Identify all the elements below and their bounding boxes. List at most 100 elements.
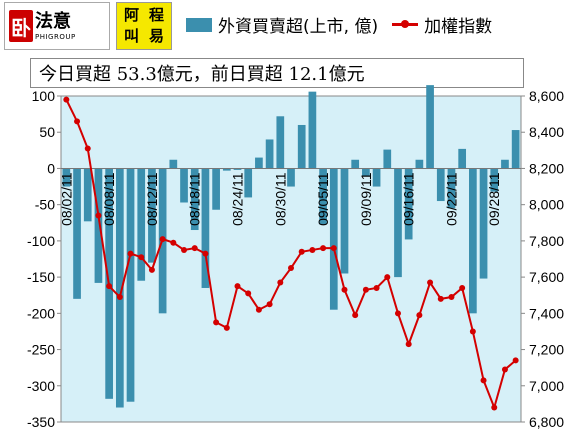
index-point — [384, 274, 391, 281]
bar — [479, 168, 488, 279]
bar — [265, 139, 274, 169]
index-point — [170, 239, 177, 246]
index-point — [362, 286, 369, 293]
right-tick-label: 7,600 — [529, 269, 564, 285]
index-point — [330, 245, 337, 252]
left-tick-label: 100 — [32, 88, 56, 104]
index-point — [245, 290, 252, 297]
left-tick-label: -200 — [27, 305, 55, 321]
x-tick-label: 08/18/11 — [187, 172, 203, 226]
chart-legend: 外資買賣超(上市, 億) 加權指數 — [186, 12, 492, 37]
x-tick-label: 09/09/11 — [358, 172, 374, 226]
right-tick-label: 8,200 — [529, 160, 564, 176]
bar — [469, 168, 477, 314]
index-point — [116, 294, 123, 301]
bar — [415, 159, 424, 169]
right-tick-label: 8,600 — [529, 88, 564, 104]
index-point — [309, 246, 316, 253]
index-point — [320, 245, 327, 252]
index-point — [255, 306, 262, 313]
x-tick-label: 08/24/11 — [230, 172, 246, 226]
program-trade-logo: 阿 程 叫 易 — [116, 2, 172, 50]
bar — [62, 168, 71, 187]
bar — [319, 168, 327, 225]
x-tick-label: 09/16/11 — [401, 172, 417, 226]
index-point — [213, 319, 220, 326]
bar — [169, 159, 178, 169]
index-point — [469, 328, 476, 335]
x-tick-label: 08/08/11 — [101, 172, 117, 226]
index-point — [437, 295, 444, 302]
left-tick-label: -50 — [35, 197, 55, 213]
index-point — [298, 248, 305, 255]
bar — [115, 168, 124, 408]
bar — [394, 168, 402, 278]
bar — [222, 168, 231, 171]
index-point — [427, 279, 434, 286]
right-tick-label: 7,800 — [529, 233, 564, 249]
bar — [458, 148, 467, 169]
left-tick-label: 50 — [39, 124, 55, 140]
bar — [372, 168, 381, 187]
index-point — [127, 250, 134, 257]
bar — [212, 168, 220, 210]
index-point — [394, 310, 401, 317]
logo-subtext: PHIGROUP — [35, 33, 76, 41]
index-point — [459, 284, 466, 291]
right-tick-label: 8,000 — [529, 197, 564, 213]
summary-banner: 今日買超 53.3億元，前日買超 12.1億元 — [30, 58, 524, 88]
legend-bar-label: 外資買賣超(上市, 億) — [218, 17, 379, 37]
index-point — [202, 250, 209, 257]
index-point — [416, 312, 423, 319]
bar — [436, 168, 445, 202]
index-point — [191, 245, 198, 252]
index-point — [373, 284, 380, 291]
index-point — [480, 377, 487, 384]
index-point — [74, 118, 81, 125]
right-tick-label: 7,000 — [529, 378, 564, 394]
bar — [340, 168, 349, 274]
bar — [276, 116, 285, 169]
index-point — [138, 254, 145, 261]
bar — [126, 168, 135, 402]
bar — [447, 168, 456, 209]
index-point — [341, 286, 348, 293]
index-point — [405, 341, 412, 348]
left-tick-label: -300 — [27, 378, 55, 394]
index-point — [277, 279, 284, 286]
x-tick-label: 08/02/11 — [58, 172, 74, 226]
bar — [490, 168, 499, 192]
plot-area — [60, 95, 522, 423]
bar — [244, 168, 253, 198]
index-point — [234, 283, 241, 290]
index-point — [491, 404, 498, 411]
index-point — [512, 357, 519, 364]
bar — [297, 124, 306, 169]
bar — [233, 168, 242, 170]
left-tick-label: -350 — [27, 414, 55, 430]
index-point — [84, 145, 91, 152]
logo-mark-icon: 卧 — [9, 10, 33, 42]
index-point — [223, 324, 230, 331]
bar — [148, 168, 156, 263]
bar — [190, 168, 199, 231]
bar — [255, 157, 263, 169]
index-point — [352, 312, 359, 319]
left-tick-label: 0 — [47, 160, 55, 176]
index-point — [95, 212, 102, 219]
x-tick-label: 08/12/11 — [144, 172, 160, 226]
x-tick-label: 08/30/11 — [272, 172, 288, 226]
index-point — [448, 294, 455, 301]
left-tick-label: -150 — [27, 269, 55, 285]
index-point — [181, 246, 188, 253]
bar — [83, 168, 92, 222]
bar — [511, 130, 520, 169]
logo2-char: 叫 — [123, 27, 139, 45]
index-point — [288, 265, 294, 272]
logo2-char: 阿 — [123, 6, 139, 24]
bar — [362, 168, 370, 176]
bar — [308, 91, 317, 169]
x-tick-label: 09/28/11 — [486, 172, 502, 226]
phigroup-logo: 卧 法意 PHIGROUP — [4, 2, 110, 50]
